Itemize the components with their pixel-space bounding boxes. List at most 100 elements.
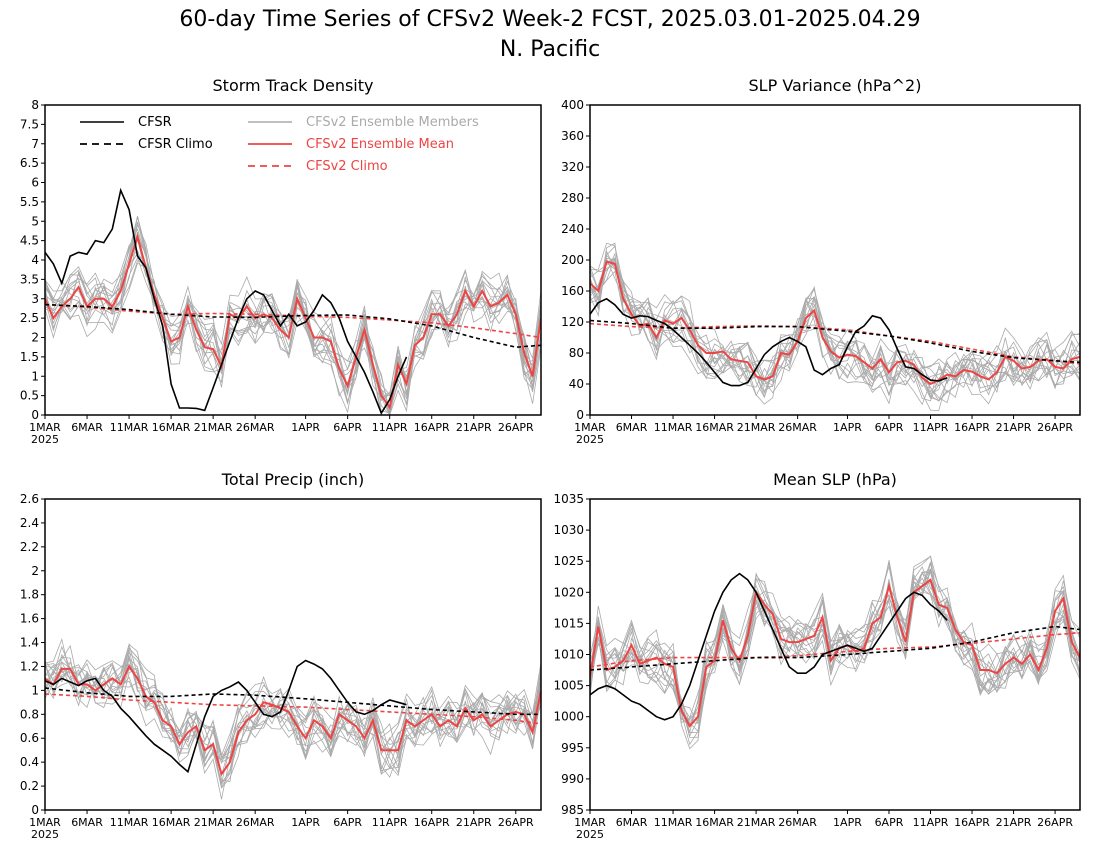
y-tick-label: 2 xyxy=(31,564,39,578)
y-tick-label: 7 xyxy=(31,137,39,151)
panel-title: Mean SLP (hPa) xyxy=(773,470,897,489)
x-tick-label: 1MAR xyxy=(574,421,606,434)
y-tick-label: 2.5 xyxy=(20,311,39,325)
ensemble-member-line xyxy=(45,643,541,786)
plot-frame xyxy=(44,498,542,811)
x-tick-label: 21APR xyxy=(996,421,1032,434)
legend: CFSR CFSR Climo CFSv2 Ensemble Members CFSv… xyxy=(80,115,479,174)
y-tick-label: 1.5 xyxy=(20,350,39,364)
panel-title: SLP Variance (hPa^2) xyxy=(749,76,922,95)
x-tick-label: 11APR xyxy=(372,421,408,434)
y-tick-label: 995 xyxy=(561,741,584,755)
y-tick-label: 2.6 xyxy=(20,492,39,506)
x-tick-label: 1APR xyxy=(291,421,320,434)
x-tick-label: 6MAR xyxy=(71,421,103,434)
x-tick-label: 26APR xyxy=(498,816,534,829)
ensemble-member-line xyxy=(45,637,541,767)
figure-title: 60-day Time Series of CFSv2 Week-2 FCST,… xyxy=(179,7,920,32)
y-tick-label: 3.5 xyxy=(20,272,39,286)
x-year-label: 2025 xyxy=(31,433,59,446)
x-tick-label: 1MAR xyxy=(29,816,61,829)
x-tick-label: 11MAR xyxy=(654,421,693,434)
y-tick-label: 0 xyxy=(31,803,39,817)
y-tick-label: 1.4 xyxy=(20,636,39,650)
plot-area xyxy=(45,187,541,415)
x-tick-label: 6APR xyxy=(333,816,362,829)
plot-frame xyxy=(589,104,1081,416)
x-tick-label: 11MAR xyxy=(110,421,149,434)
ensemble-mean-line xyxy=(45,664,541,777)
x-tick-label: 16MAR xyxy=(152,421,191,434)
y-tick-label: 1.2 xyxy=(20,659,39,673)
y-tick-label: 985 xyxy=(561,803,584,817)
x-tick-label: 21MAR xyxy=(194,816,233,829)
cfsv2-climo-line xyxy=(45,693,541,725)
plot-area xyxy=(590,242,1080,412)
y-tick-label: 6.5 xyxy=(20,156,39,170)
cfsr-climo-line xyxy=(590,319,1080,364)
y-tick-label: 1015 xyxy=(553,616,584,630)
y-tick-label: 5.5 xyxy=(20,195,39,209)
legend-label-members: CFSv2 Ensemble Members xyxy=(306,115,479,130)
panel-slpvar: SLP Variance (hPa^2) 0 40 80 120 160 200 240 280… xyxy=(561,76,1081,446)
cfsr-line xyxy=(590,572,948,721)
x-tick-label: 11APR xyxy=(913,816,949,829)
y-tick-label: 1 xyxy=(31,369,39,383)
y-tick-label: 8 xyxy=(31,98,39,112)
y-tick-label: 7.5 xyxy=(20,117,39,131)
y-tick-label: 0.5 xyxy=(20,389,39,403)
x-tick-label: 21MAR xyxy=(194,421,233,434)
ensemble-mean-line xyxy=(590,260,1080,386)
plot-frame xyxy=(44,104,542,416)
ensemble-member-line xyxy=(590,566,1080,720)
y-tick-label: 1.6 xyxy=(20,612,39,626)
ensemble-member-line xyxy=(590,570,1080,724)
y-tick-label: 2.4 xyxy=(20,516,39,530)
x-tick-label: 16APR xyxy=(954,421,990,434)
panel-slp: Mean SLP (hPa) 985 990 995 1000 1005 1010 1015 1… xyxy=(553,470,1081,841)
cfsv2-climo-line xyxy=(590,631,1080,668)
panel-storm: Storm Track Density 0 0.5 1 1.5 2 2.5 3 3.5 4 4.5 5… xyxy=(20,76,542,446)
panels: Storm Track Density 0 0.5 1 1.5 2 2.5 3 3.5 4 4.5 5… xyxy=(20,76,1081,841)
cfsr-line xyxy=(45,187,408,415)
x-tick-label: 26MAR xyxy=(778,816,817,829)
y-tick-label: 40 xyxy=(569,377,584,391)
y-tick-label: 0.2 xyxy=(20,779,39,793)
y-tick-label: 990 xyxy=(561,772,584,786)
cfsv2-climo-line xyxy=(590,322,1080,365)
ensemble-member-line xyxy=(45,657,541,784)
y-tick-label: 1005 xyxy=(553,679,584,693)
plot-area xyxy=(590,555,1080,750)
y-tick-label: 240 xyxy=(561,222,584,236)
y-tick-label: 0 xyxy=(576,408,584,422)
y-tick-label: 1010 xyxy=(553,648,584,662)
y-tick-label: 4.5 xyxy=(20,234,39,248)
y-tick-label: 80 xyxy=(569,346,584,360)
x-tick-label: 26APR xyxy=(1037,421,1073,434)
x-tick-label: 21APR xyxy=(456,421,492,434)
x-tick-label: 11APR xyxy=(372,816,408,829)
x-tick-label: 6APR xyxy=(875,421,904,434)
x-tick-label: 6MAR xyxy=(616,421,648,434)
cfsr-climo-line xyxy=(590,625,1080,671)
y-tick-label: 320 xyxy=(561,160,584,174)
y-tick-label: 3 xyxy=(31,292,39,306)
x-tick-label: 21APR xyxy=(996,816,1032,829)
legend-label-cfsr: CFSR xyxy=(138,115,172,130)
figure-subtitle: N. Pacific xyxy=(500,37,600,62)
y-tick-label: 0 xyxy=(31,408,39,422)
x-year-label: 2025 xyxy=(31,828,59,841)
y-tick-label: 2.2 xyxy=(20,540,39,554)
y-tick-label: 2 xyxy=(31,331,39,345)
ensemble-member-line xyxy=(45,260,541,415)
y-tick-label: 1025 xyxy=(553,554,584,568)
ensemble-member-line xyxy=(45,232,541,414)
ensemble-member-line xyxy=(45,647,541,770)
ensemble-member-line xyxy=(590,242,1080,395)
ensemble-member-line xyxy=(590,258,1080,402)
x-tick-label: 1APR xyxy=(291,816,320,829)
ensemble-member-line xyxy=(590,568,1080,738)
y-tick-label: 1.8 xyxy=(20,588,39,602)
x-tick-label: 16APR xyxy=(414,421,450,434)
x-tick-label: 16APR xyxy=(954,816,990,829)
